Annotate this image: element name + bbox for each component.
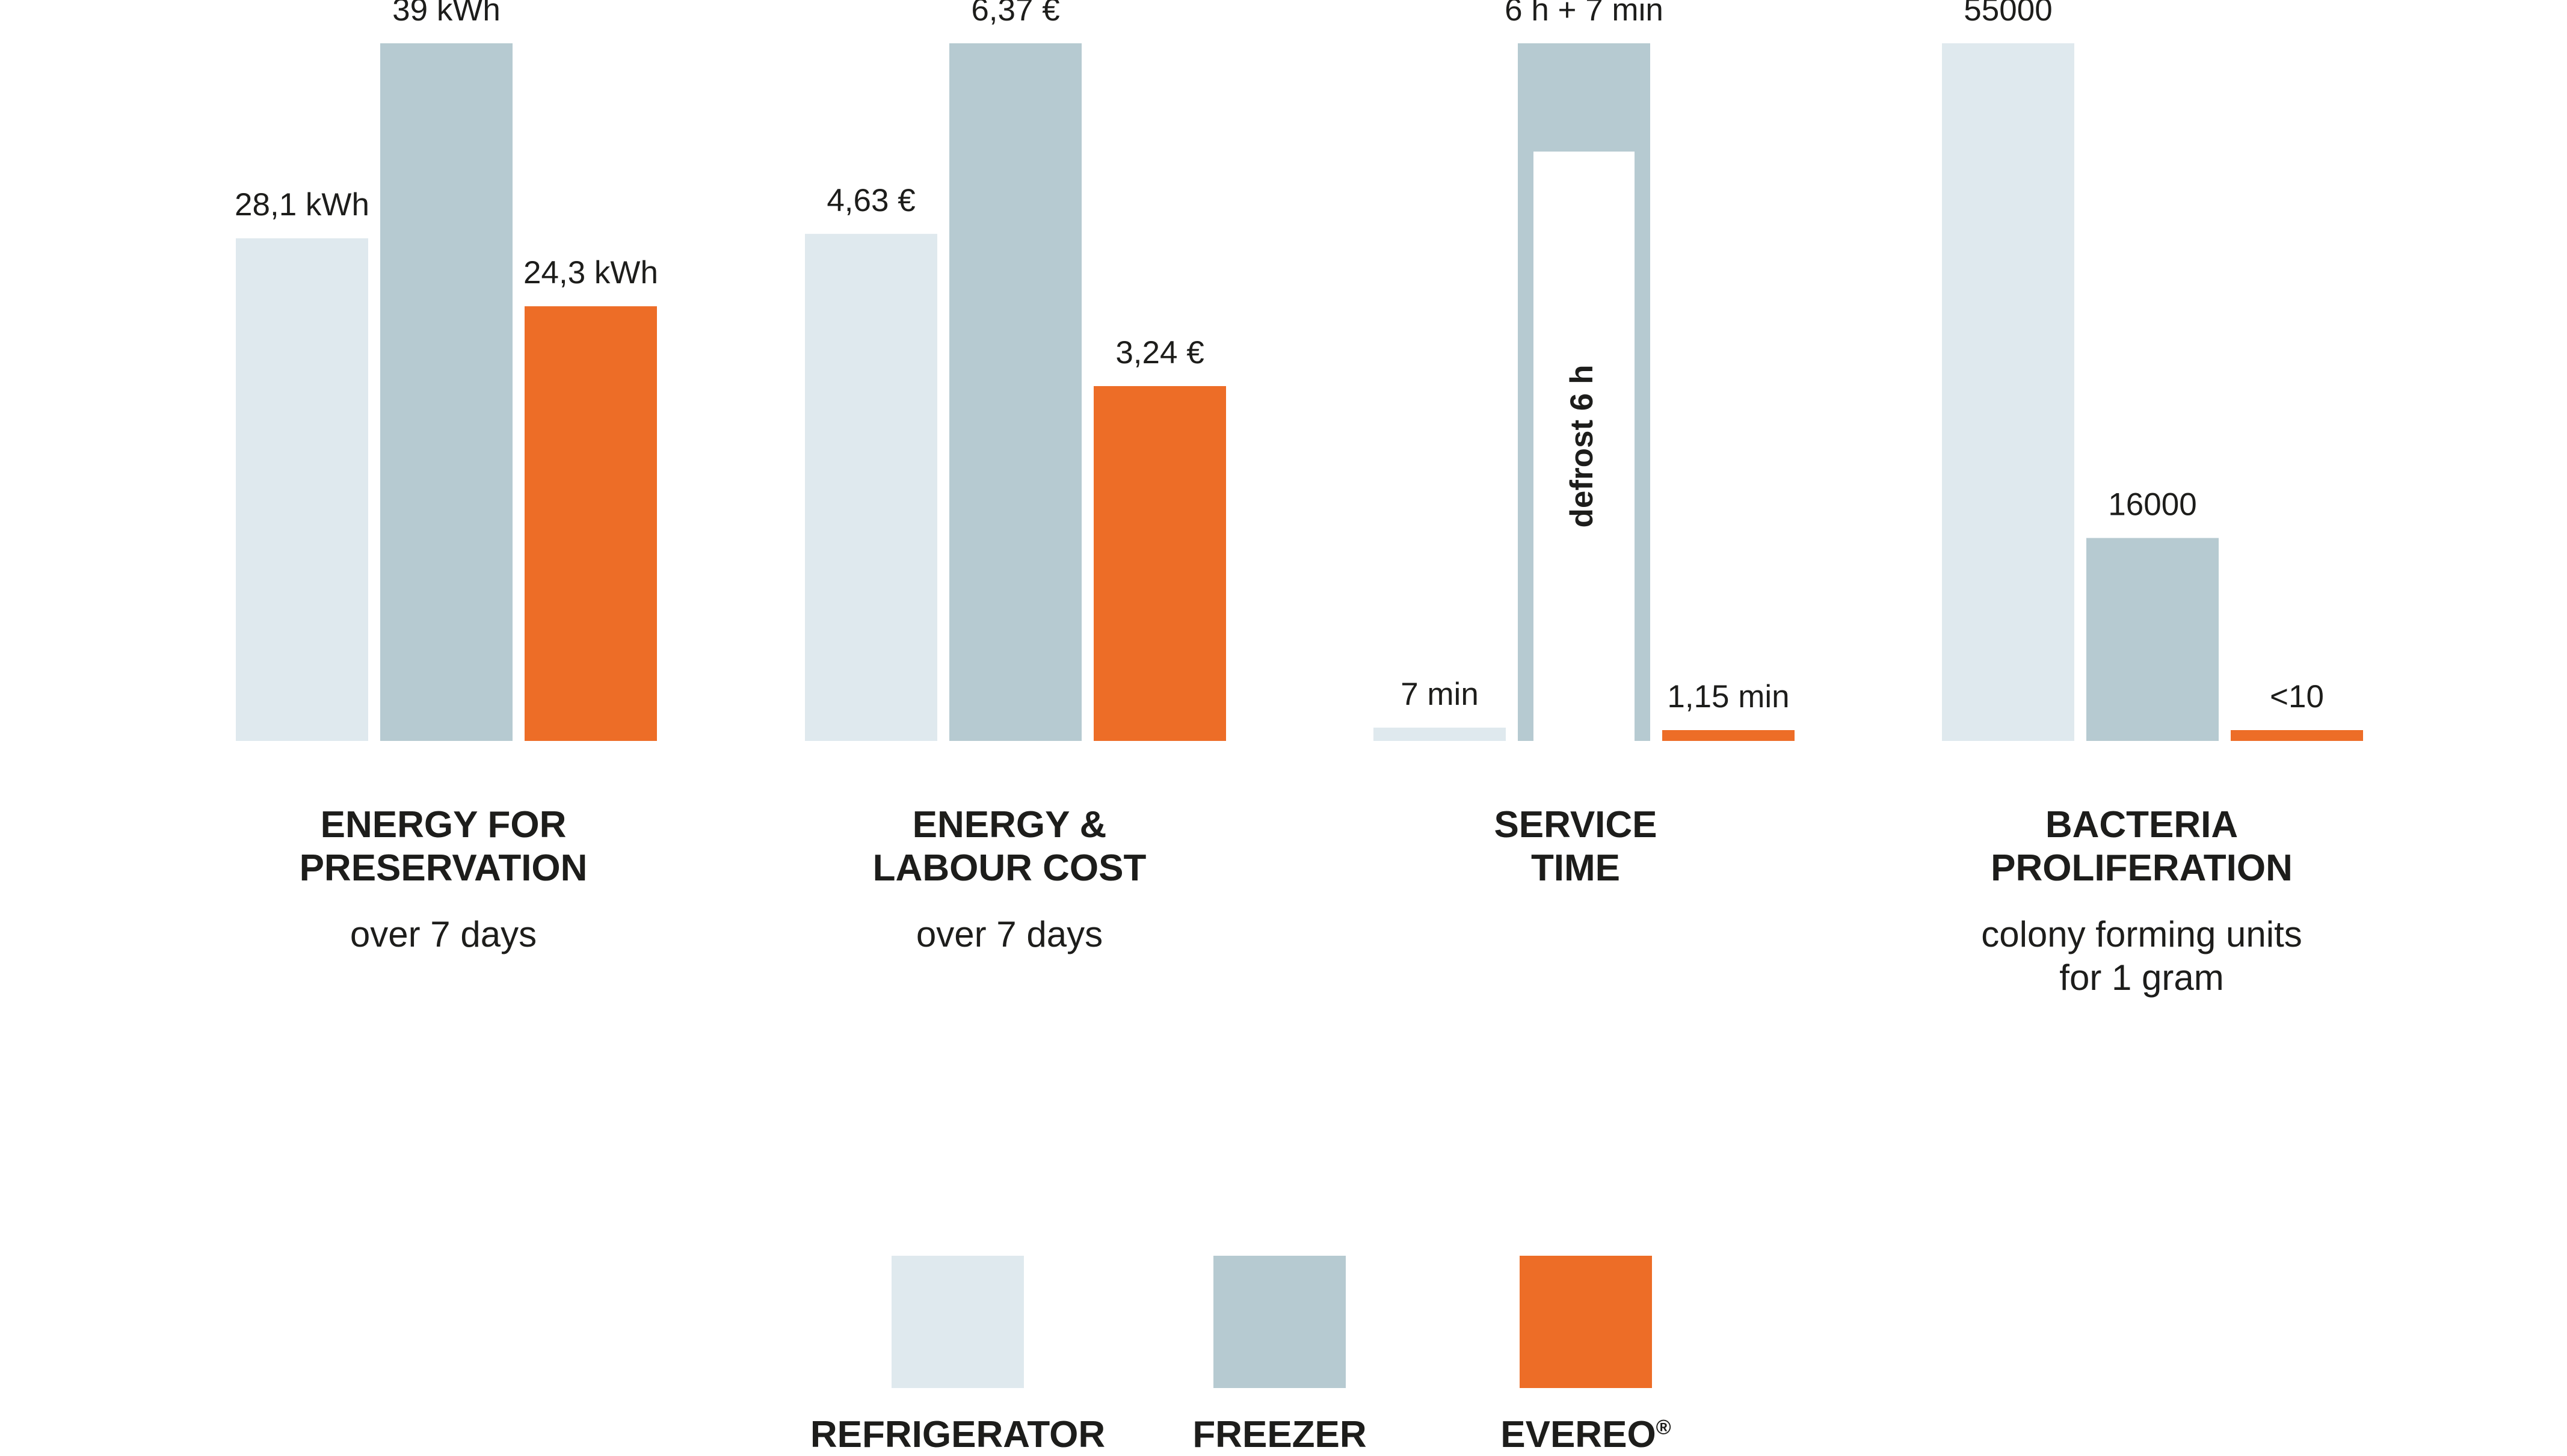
value-label-2-refrigerator: 4,63 € [827,183,915,218]
value-label-3-freezer: 6 h + 7 min [1505,0,1663,28]
group-title-line2: PRESERVATION [299,847,588,889]
bars-layer [236,43,2363,741]
group-title-line1: ENERGY FOR [320,804,567,846]
bar-1-freezer [380,43,513,741]
group-subtitle-line1: colony forming units [1981,914,2302,954]
group-title-line2: PROLIFERATION [1991,847,2293,889]
group-title-service-time: SERVICE TIME [1305,803,1846,890]
defrost-segment [1533,152,1635,741]
value-label-3-evereo: 1,15 min [1667,679,1789,714]
value-label-4-evereo: <10 [2270,679,2324,714]
defrost-label: defrost 6 h [1564,365,1600,528]
group-title-bacteria-proliferation: BACTERIA PROLIFERATION [1871,803,2412,890]
legend-label-refrigerator-text: REFRIGERATOR [810,1414,1106,1455]
value-label-1-freezer: 39 kWh [392,0,501,28]
group-title-energy-labour-cost: ENERGY & LABOUR COST [739,803,1280,890]
bar-1-evereo [525,306,657,741]
legend-swatch-refrigerator [892,1256,1024,1388]
registered-mark: ® [1656,1416,1671,1439]
legend-label-evereo: EVEREO® [1405,1413,1766,1456]
group-title-line1: SERVICE [1494,804,1657,846]
value-label-1-evereo: 24,3 kWh [523,255,658,290]
value-label-1-refrigerator: 28,1 kWh [235,187,369,223]
group-subtitle-energy-labour-cost: over 7 days [739,913,1280,956]
legend-label-evereo-text: EVEREO [1500,1414,1656,1455]
value-label-2-evereo: 3,24 € [1115,335,1204,370]
group-title-line1: ENERGY & [912,804,1107,846]
group-title-line2: LABOUR COST [872,847,1147,889]
group-subtitle-line1: over 7 days [916,914,1103,954]
legend-swatch-freezer [1213,1256,1346,1388]
group-subtitle-line2: for 1 gram [2059,957,2224,998]
value-labels-layer: 28,1 kWh 39 kWh 24,3 kWh 4,63 € 6,37 € 3,24 €… [235,0,2324,714]
bar-2-freezer [949,43,1082,741]
group-subtitle-bacteria-proliferation: colony forming units for 1 gram [1871,913,2412,1000]
bar-3-refrigerator [1373,727,1506,741]
value-label-4-freezer: 16000 [2108,487,2196,523]
bar-4-freezer [2086,538,2219,741]
value-label-2-freezer: 6,37 € [971,0,1059,28]
group-title-line1: BACTERIA [2045,804,2239,846]
legend-swatch-evereo [1520,1256,1652,1388]
value-label-4-refrigerator: 55000 [1964,0,2052,28]
group-subtitle-line1: over 7 days [350,914,537,954]
group-title-energy-preservation: ENERGY FOR PRESERVATION [173,803,714,890]
bar-4-evereo [2231,730,2363,741]
bar-4-refrigerator [1942,43,2074,741]
bar-2-evereo [1094,386,1226,741]
bar-1-refrigerator [236,238,368,741]
group-title-line2: TIME [1530,847,1621,889]
legend-label-refrigerator: REFRIGERATOR [777,1413,1138,1456]
legend-label-freezer-text: FREEZER [1192,1414,1367,1455]
group-subtitle-energy-preservation: over 7 days [173,913,714,956]
bar-3-evereo [1662,730,1795,741]
value-label-3-refrigerator: 7 min [1401,677,1479,712]
bar-2-refrigerator [805,233,937,741]
